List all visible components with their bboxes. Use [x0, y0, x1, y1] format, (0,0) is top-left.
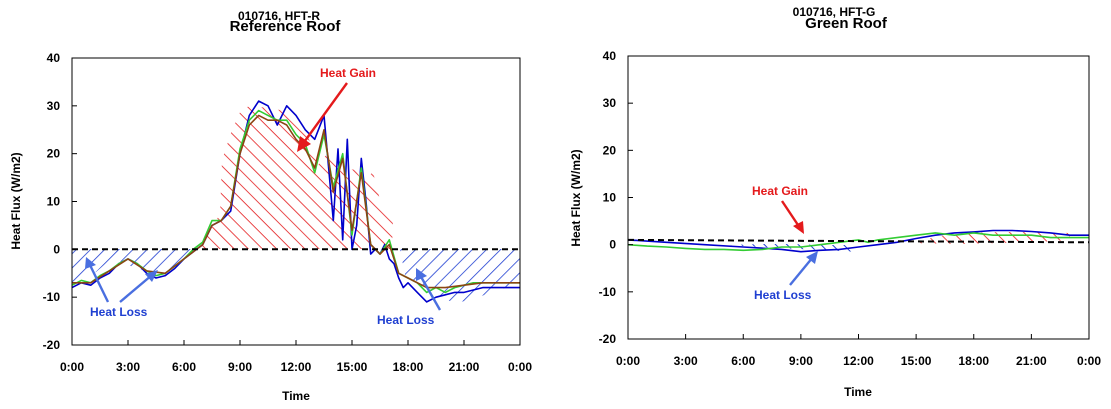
chart-left: 010716, HFT-R Reference Roof -20 -10 0 10 20… [9, 9, 532, 403]
left-y-tick-label-1: -10 [43, 290, 61, 304]
left-y-axis-label: Heat Flux (W/m2) [9, 152, 23, 249]
left-x-tick-label-4: 12:00 [281, 360, 312, 374]
left-y-tick-label-6: 40 [47, 51, 61, 65]
right-heat-loss-arrowhead [806, 251, 818, 264]
left-x-tick-label-2: 6:00 [172, 360, 196, 374]
right-y-tick-label-3: 10 [603, 191, 617, 205]
left-annotation-heat-gain: Heat Gain [320, 66, 376, 80]
right-annotation-heat-loss: Heat Loss [754, 288, 812, 302]
left-annotation-heat-loss-2: Heat Loss [377, 313, 435, 327]
right-x-tick-label-3: 9:00 [789, 354, 813, 368]
left-heat-gain-arrowhead [297, 136, 311, 152]
right-x-tick-label-7: 21:00 [1016, 354, 1047, 368]
right-series-line-0 [627, 229, 1089, 253]
left-y-ticks: -20 -10 0 10 20 30 40 [43, 51, 77, 352]
right-annotation-heat-gain: Heat Gain [752, 184, 808, 198]
right-x-tick-label-2: 6:00 [731, 354, 755, 368]
right-x-tick-label-8: 0:00 [1077, 354, 1101, 368]
left-x-tick-label-6: 18:00 [393, 360, 424, 374]
chart-right: 010716, HFT-G Green Roof -20 -10 0 10 20 30 40… [569, 5, 1101, 399]
left-heat-gain-region [200, 106, 393, 249]
left-y-tick-label-4: 20 [47, 147, 61, 161]
left-y-tick-label-2: 0 [53, 242, 60, 256]
right-x-tick-label-4: 12:00 [843, 354, 874, 368]
right-x-tick-label-5: 15:00 [901, 354, 932, 368]
right-heat-loss-arrow [789, 256, 814, 286]
right-y-axis-label: Heat Flux (W/m2) [569, 149, 583, 246]
right-x-tick-label-0: 0:00 [616, 354, 640, 368]
left-y-tick-label-3: 10 [47, 195, 61, 209]
left-heat-loss-arrowhead-1a [85, 257, 96, 269]
right-y-ticks: -20 -10 0 10 20 30 40 [599, 49, 633, 346]
right-y-tick-label-0: -20 [599, 332, 617, 346]
right-series-line-2 [627, 238, 1090, 244]
left-x-tick-label-8: 0:00 [508, 360, 532, 374]
left-heat-loss-arrow-1b [119, 274, 153, 303]
left-annotation-heat-loss-1: Heat Loss [90, 305, 148, 319]
right-heat-gain-arrow [781, 200, 801, 229]
right-y-tick-label-6: 40 [603, 49, 617, 63]
right-chart-title: Green Roof [805, 15, 888, 32]
left-heat-loss-arrowhead-1b [145, 270, 158, 282]
left-x-tick-label-3: 9:00 [228, 360, 252, 374]
left-x-tick-label-1: 3:00 [116, 360, 140, 374]
left-y-tick-label-5: 30 [47, 99, 61, 113]
left-heat-loss-arrowhead-2 [416, 268, 427, 281]
right-y-tick-label-1: -10 [599, 285, 617, 299]
left-heat-loss-region-2 [400, 249, 520, 303]
left-x-axis-label: Time [282, 389, 310, 403]
left-x-ticks: 0:00 3:00 6:00 9:00 12:00 15:00 18:00 21:00 0:00 [60, 340, 532, 374]
right-x-tick-label-6: 18:00 [958, 354, 989, 368]
left-x-tick-label-7: 21:00 [449, 360, 480, 374]
right-chart-subtitle: 010716, HFT-G [793, 5, 876, 19]
right-x-ticks: 0:00 3:00 6:00 9:00 12:00 15:00 18:00 21:00 0:00 [616, 334, 1101, 368]
right-series-group [627, 229, 1090, 253]
left-heat-loss-arrow-1a [87, 262, 110, 303]
left-x-tick-label-0: 0:00 [60, 360, 84, 374]
right-plot-frame [627, 55, 1090, 340]
right-x-tick-label-1: 3:00 [674, 354, 698, 368]
left-heat-loss-arrow-2 [418, 274, 442, 311]
right-y-tick-label-5: 30 [603, 96, 617, 110]
left-chart-title: Reference Roof [230, 18, 342, 35]
left-x-tick-label-5: 15:00 [337, 360, 368, 374]
right-x-axis-label: Time [844, 385, 872, 399]
left-y-tick-label-0: -20 [43, 338, 61, 352]
left-heat-gain-arrow [301, 82, 348, 146]
left-chart-subtitle: 010716, HFT-R [238, 9, 320, 23]
right-y-tick-label-2: 0 [609, 238, 616, 252]
right-y-tick-label-4: 20 [603, 143, 617, 157]
right-heat-gain-arrowhead [793, 221, 804, 234]
